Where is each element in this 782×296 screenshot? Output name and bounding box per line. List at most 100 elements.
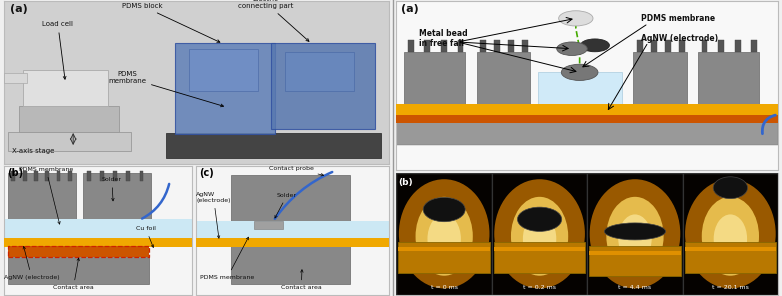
Bar xyxy=(492,173,587,295)
Circle shape xyxy=(558,11,593,26)
Bar xyxy=(396,115,778,123)
FancyBboxPatch shape xyxy=(8,132,131,151)
Bar xyxy=(23,171,27,181)
Text: (b): (b) xyxy=(7,168,23,178)
Bar xyxy=(8,173,76,220)
Bar xyxy=(113,171,117,181)
Text: Contact probe: Contact probe xyxy=(269,166,324,176)
Bar xyxy=(404,52,465,106)
Bar xyxy=(522,40,528,52)
Text: AgNW (electrode): AgNW (electrode) xyxy=(4,247,59,280)
Bar xyxy=(408,40,414,52)
FancyBboxPatch shape xyxy=(20,106,120,132)
Bar xyxy=(589,250,681,255)
Bar xyxy=(4,218,192,239)
Ellipse shape xyxy=(685,179,776,288)
Bar xyxy=(166,133,381,158)
Bar xyxy=(719,40,724,52)
Circle shape xyxy=(580,39,609,52)
Bar xyxy=(587,173,683,295)
Bar xyxy=(480,40,486,52)
Ellipse shape xyxy=(606,197,664,276)
Bar xyxy=(140,171,143,181)
Text: (c): (c) xyxy=(199,168,214,178)
Text: PDMS membrane: PDMS membrane xyxy=(200,237,254,280)
Ellipse shape xyxy=(523,214,556,263)
Bar xyxy=(231,175,350,224)
Bar xyxy=(589,246,681,276)
Bar xyxy=(254,221,283,229)
Text: t = 20.1 ms: t = 20.1 ms xyxy=(712,285,749,290)
Text: t = 4.4 ms: t = 4.4 ms xyxy=(619,285,651,290)
Text: Contact area: Contact area xyxy=(53,258,94,290)
Bar xyxy=(45,171,49,181)
Bar xyxy=(196,221,389,239)
Bar xyxy=(83,173,151,220)
Text: AgNW (electrode): AgNW (electrode) xyxy=(640,34,718,43)
Text: Load cell: Load cell xyxy=(42,21,74,79)
Bar xyxy=(68,171,72,181)
Bar xyxy=(683,173,778,295)
Bar xyxy=(492,173,587,295)
Ellipse shape xyxy=(518,207,561,231)
Bar xyxy=(4,73,27,83)
Bar xyxy=(56,171,60,181)
Bar xyxy=(8,246,149,257)
Bar xyxy=(12,171,15,181)
Text: t = 0.2 ms: t = 0.2 ms xyxy=(523,285,556,290)
Ellipse shape xyxy=(604,223,665,240)
Bar xyxy=(8,246,149,257)
Text: (a): (a) xyxy=(9,4,27,14)
Bar xyxy=(665,40,671,52)
FancyBboxPatch shape xyxy=(175,43,275,134)
FancyBboxPatch shape xyxy=(23,70,108,106)
Circle shape xyxy=(561,64,598,81)
Text: t = 0 ms: t = 0 ms xyxy=(431,285,457,290)
Bar xyxy=(87,171,91,181)
Bar xyxy=(637,40,643,52)
Text: Contact area: Contact area xyxy=(281,270,321,290)
Ellipse shape xyxy=(428,214,461,263)
Bar xyxy=(538,72,622,106)
Bar xyxy=(285,52,354,91)
Bar xyxy=(698,52,759,106)
Bar xyxy=(684,242,777,273)
Text: Cu foil: Cu foil xyxy=(136,226,156,247)
Bar xyxy=(425,40,430,52)
Ellipse shape xyxy=(511,197,569,276)
Ellipse shape xyxy=(713,177,748,199)
Text: Metal bead
in free fall: Metal bead in free fall xyxy=(419,29,468,48)
Bar xyxy=(398,242,490,273)
Bar xyxy=(493,242,586,273)
Ellipse shape xyxy=(494,179,585,288)
Text: X-axis stage: X-axis stage xyxy=(12,148,54,154)
Bar xyxy=(4,238,192,247)
Text: AgNW
(electrode): AgNW (electrode) xyxy=(196,192,231,238)
Bar xyxy=(679,40,684,52)
Ellipse shape xyxy=(590,179,680,288)
Bar xyxy=(8,256,149,284)
Text: Solder: Solder xyxy=(102,177,122,201)
Ellipse shape xyxy=(399,179,490,288)
Text: Electric
connecting part: Electric connecting part xyxy=(238,0,309,41)
Bar xyxy=(231,246,350,284)
Bar xyxy=(633,52,687,106)
Bar xyxy=(396,173,492,295)
Bar xyxy=(398,247,490,251)
Ellipse shape xyxy=(415,197,473,276)
Bar xyxy=(587,173,683,295)
Text: PDMS block: PDMS block xyxy=(122,3,220,42)
Bar xyxy=(441,40,447,52)
Bar xyxy=(752,40,757,52)
Text: PDMS membrane: PDMS membrane xyxy=(19,167,74,224)
Bar xyxy=(127,171,130,181)
Bar xyxy=(701,40,708,52)
Ellipse shape xyxy=(423,197,465,222)
Bar xyxy=(683,173,778,295)
Circle shape xyxy=(557,42,587,55)
Bar xyxy=(396,121,778,145)
Bar xyxy=(396,104,778,116)
Bar xyxy=(196,238,389,247)
Bar xyxy=(100,171,104,181)
Text: Solder: Solder xyxy=(275,193,297,218)
